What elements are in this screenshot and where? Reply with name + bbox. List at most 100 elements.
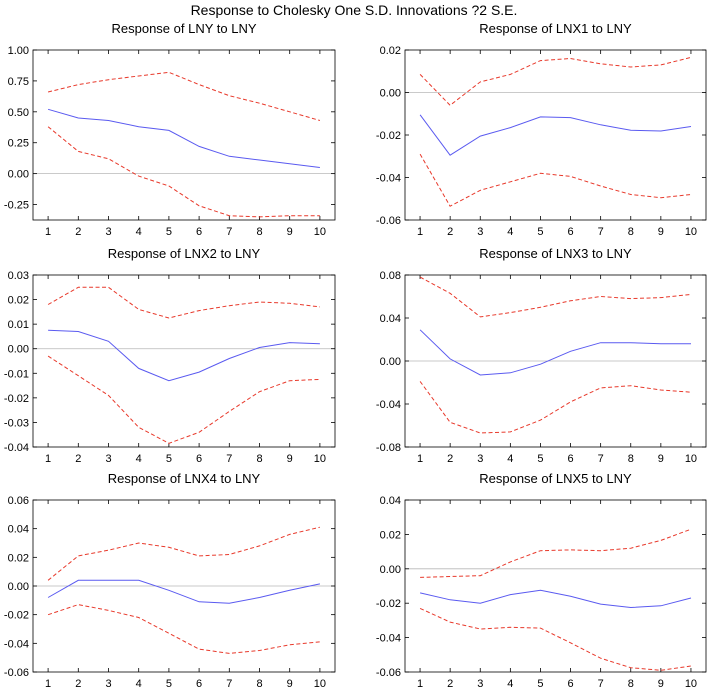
panel-title: Response of LNX3 to LNY — [479, 246, 632, 261]
x-tick-label: 7 — [226, 226, 232, 238]
x-tick-label: 4 — [136, 678, 142, 688]
y-tick-label: -0.03 — [4, 417, 29, 429]
x-tick-label: 7 — [226, 453, 232, 465]
y-tick-label: 0.00 — [380, 356, 401, 368]
panel-title: Response of LNX5 to LNY — [479, 471, 632, 486]
x-tick-label: 1 — [417, 226, 423, 238]
x-tick-label: 6 — [567, 453, 573, 465]
y-tick-label: 0.00 — [380, 564, 401, 576]
response-line — [47, 108, 320, 168]
x-tick-label: 7 — [598, 453, 604, 465]
y-tick-label: 0.25 — [8, 138, 29, 150]
y-tick-label: 0.02 — [380, 45, 401, 57]
x-tick-label: 7 — [226, 678, 232, 688]
y-tick-label: 0.00 — [8, 169, 29, 181]
x-tick-label: 10 — [314, 226, 326, 238]
x-tick-label: 3 — [477, 226, 483, 238]
x-tick-label: 8 — [256, 678, 262, 688]
y-tick-label: 0.02 — [8, 295, 29, 307]
x-tick-label: 8 — [628, 226, 634, 238]
y-tick-label: -0.01 — [4, 368, 29, 380]
y-tick-label: 0.75 — [8, 76, 29, 88]
x-tick-label: 2 — [75, 453, 81, 465]
panel-title: Response of LNX2 to LNY — [108, 246, 261, 261]
y-tick-label: 0.00 — [380, 88, 401, 100]
x-tick-label: 6 — [196, 678, 202, 688]
lower-band-line — [419, 153, 692, 207]
upper-band-line — [419, 276, 692, 318]
panel-grid: Response of LNY to LNY 1.00 0.75 0.50 0.25 0.… — [4, 21, 707, 688]
plot-frame — [32, 274, 336, 448]
x-tick-label: 6 — [196, 226, 202, 238]
y-tick-label: -0.04 — [4, 638, 29, 650]
x-tick-label: 2 — [447, 678, 453, 688]
response-line — [419, 329, 691, 376]
y-tick-label: -0.02 — [376, 130, 401, 142]
y-tick-label: 0.02 — [8, 552, 29, 564]
x-tick-label: 3 — [105, 453, 111, 465]
y-tick-label: 1.00 — [8, 45, 29, 57]
panel-title: Response of LNY to LNY — [111, 21, 256, 36]
panel-title: Response of LNX1 to LNY — [479, 21, 632, 36]
y-tick-label: -0.02 — [4, 610, 29, 622]
x-tick-label: 5 — [166, 678, 172, 688]
x-tick-label: 5 — [166, 226, 172, 238]
x-tick-label: 5 — [537, 453, 543, 465]
x-tick-label: 6 — [567, 226, 573, 238]
x-tick-label: 9 — [658, 226, 664, 238]
plot-frame — [404, 49, 707, 221]
x-tick-label: 9 — [287, 678, 293, 688]
y-tick-label: -0.04 — [376, 173, 401, 185]
x-tick-label: 2 — [75, 678, 81, 688]
response-line — [48, 329, 320, 382]
x-tick-label: 3 — [105, 226, 111, 238]
x-tick-label: 2 — [447, 226, 453, 238]
y-tick-label: 0.08 — [380, 270, 401, 282]
y-tick-label: 0.04 — [380, 495, 401, 507]
y-tick-label: 0.03 — [8, 270, 29, 282]
y-tick-label: -0.25 — [4, 200, 29, 212]
x-tick-label: 5 — [537, 678, 543, 688]
y-tick-label: 0.00 — [8, 581, 29, 593]
irf-panel-3: Response of LNX2 to LNY 0.03 0.02 0.01 0.00 -… — [4, 246, 336, 465]
irf-panel-2: Response of LNX1 to LNY 0.02 0.00 -0.02 -0.0… — [376, 21, 707, 238]
x-tick-label: 3 — [477, 453, 483, 465]
x-tick-label: 4 — [136, 453, 142, 465]
y-tick-label: -0.02 — [376, 598, 401, 610]
x-tick-label: 5 — [537, 226, 543, 238]
response-line — [419, 589, 692, 609]
y-tick-label: -0.04 — [376, 399, 401, 411]
y-tick-label: -0.06 — [4, 667, 29, 679]
lower-band-line — [47, 604, 320, 654]
x-tick-label: 7 — [598, 678, 604, 688]
plot-frame — [32, 49, 336, 221]
x-tick-label: 10 — [685, 453, 697, 465]
x-tick-label: 9 — [287, 453, 293, 465]
x-tick-label: 10 — [314, 678, 326, 688]
y-tick-label: 0.04 — [8, 524, 29, 536]
y-tick-label: -0.06 — [376, 667, 401, 679]
x-tick-label: 6 — [196, 453, 202, 465]
upper-band-line — [420, 528, 692, 578]
x-tick-label: 8 — [256, 453, 262, 465]
x-tick-label: 4 — [507, 678, 513, 688]
x-tick-label: 4 — [136, 226, 142, 238]
x-tick-label: 8 — [628, 678, 634, 688]
y-tick-label: 0.02 — [380, 529, 401, 541]
lower-band-line — [47, 126, 320, 218]
x-tick-label: 10 — [685, 678, 697, 688]
panel-title: Response of LNX4 to LNY — [108, 471, 261, 486]
x-tick-label: 4 — [507, 226, 513, 238]
x-tick-label: 8 — [628, 453, 634, 465]
irf-panel-5: Response of LNX4 to LNY 0.06 0.04 0.02 0.00 -… — [4, 471, 336, 688]
response-line — [419, 114, 692, 156]
y-tick-label: -0.04 — [4, 442, 29, 454]
x-tick-label: 2 — [447, 453, 453, 465]
y-tick-label: -0.04 — [376, 633, 401, 645]
x-tick-label: 4 — [507, 453, 513, 465]
x-tick-label: 1 — [45, 678, 51, 688]
y-tick-label: -0.02 — [4, 393, 29, 405]
lower-band-line — [47, 355, 320, 444]
x-tick-label: 2 — [75, 226, 81, 238]
